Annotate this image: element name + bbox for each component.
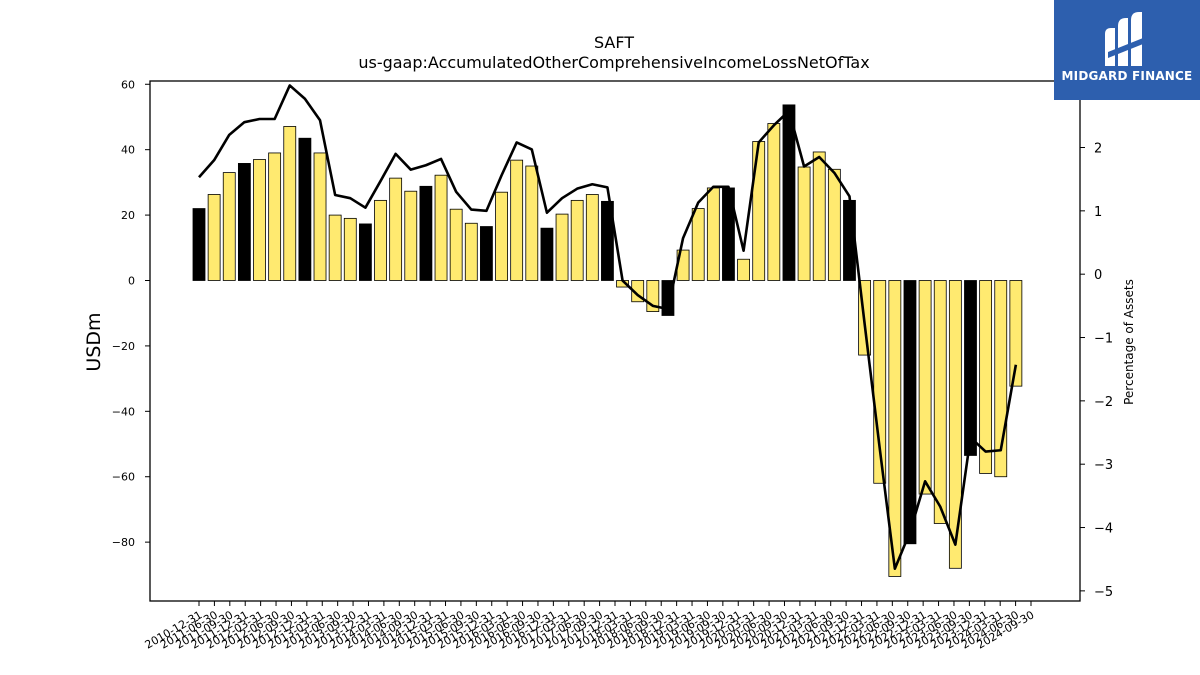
bar bbox=[737, 258, 750, 281]
bar bbox=[419, 185, 433, 281]
chart-subtitle: us-gaap:AccumulatedOtherComprehensiveInc… bbox=[358, 53, 869, 72]
bar bbox=[1009, 280, 1023, 387]
y-right-tick-label: 2 bbox=[1094, 142, 1102, 157]
y-left-tick-label: 60 bbox=[121, 78, 135, 91]
bar bbox=[964, 280, 977, 456]
series-line bbox=[198, 84, 1018, 571]
bar bbox=[343, 217, 357, 281]
y-right-tick-label: −4 bbox=[1094, 522, 1113, 537]
bar bbox=[480, 226, 493, 281]
bar bbox=[283, 126, 297, 281]
x-axis: 2010-12-312011-06-302011-09-302011-12-31… bbox=[143, 601, 1037, 652]
bar bbox=[585, 194, 599, 281]
bar bbox=[555, 213, 569, 281]
y-axis-left: 60 40 20 0 −20 −40 −60 −80 bbox=[112, 78, 150, 549]
y-right-tick-label: −2 bbox=[1094, 395, 1113, 410]
y-axis-right: 3210−1−2−3−4−5 bbox=[1080, 78, 1113, 600]
y-axis-left-label: USDm bbox=[83, 312, 105, 371]
bar bbox=[404, 190, 418, 281]
bar bbox=[979, 280, 993, 474]
bar bbox=[298, 137, 312, 281]
y-left-tick-label: −80 bbox=[112, 536, 135, 549]
y-left-tick-label: 0 bbox=[128, 274, 135, 287]
bar bbox=[434, 174, 448, 281]
y-left-tick-label: 40 bbox=[121, 144, 135, 157]
bars-layer bbox=[192, 104, 1023, 577]
y-left-tick-label: −20 bbox=[112, 340, 135, 353]
bar bbox=[933, 280, 947, 524]
bar bbox=[268, 152, 282, 281]
bar bbox=[313, 152, 327, 281]
bar bbox=[192, 208, 206, 281]
bar bbox=[540, 227, 554, 281]
bar bbox=[601, 200, 614, 281]
y-left-tick-label: −40 bbox=[112, 405, 135, 418]
bar bbox=[237, 163, 251, 281]
bar bbox=[495, 191, 508, 281]
bar bbox=[570, 199, 584, 281]
y-left-tick-label: −60 bbox=[112, 471, 135, 484]
bar bbox=[706, 187, 720, 281]
bar bbox=[525, 165, 539, 281]
y-right-tick-label: 1 bbox=[1094, 205, 1102, 220]
y-left-tick-label: 20 bbox=[121, 209, 135, 222]
bar bbox=[691, 208, 705, 281]
bar bbox=[253, 159, 266, 281]
bar bbox=[449, 208, 463, 281]
bar bbox=[918, 280, 932, 495]
bar bbox=[374, 199, 387, 281]
chart-title: SAFT bbox=[594, 33, 634, 52]
logo-text: MIDGARD FINANCE bbox=[1061, 69, 1193, 83]
bar bbox=[903, 280, 917, 545]
bar bbox=[207, 194, 221, 281]
bar bbox=[948, 280, 962, 569]
bar bbox=[464, 222, 478, 281]
y-right-tick-label: −3 bbox=[1094, 458, 1113, 473]
y-right-tick-label: −1 bbox=[1094, 332, 1113, 347]
bar bbox=[328, 214, 342, 281]
midgard-logo-icon bbox=[1105, 12, 1148, 66]
line-layer bbox=[198, 84, 1018, 571]
bar bbox=[358, 223, 372, 281]
y-axis-right-label: Percentage of Assets bbox=[1122, 279, 1136, 405]
midgard-finance-logo: MIDGARD FINANCE bbox=[1054, 0, 1200, 100]
bar bbox=[797, 166, 811, 281]
bar bbox=[510, 159, 524, 281]
bar bbox=[752, 141, 766, 281]
y-right-tick-label: 0 bbox=[1094, 268, 1102, 283]
bar bbox=[888, 280, 902, 577]
bar bbox=[767, 123, 781, 281]
bar bbox=[389, 177, 403, 281]
y-right-tick-label: −5 bbox=[1094, 585, 1113, 600]
bar bbox=[782, 104, 796, 281]
bar bbox=[827, 168, 841, 281]
bar bbox=[222, 172, 236, 281]
bar bbox=[812, 151, 826, 281]
